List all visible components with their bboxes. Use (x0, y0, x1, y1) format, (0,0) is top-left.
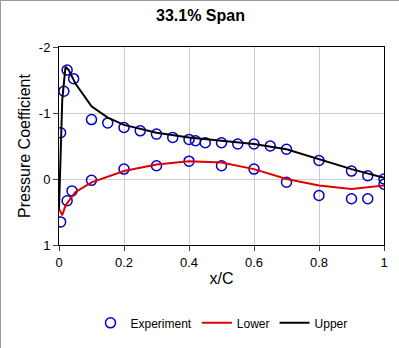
svg-text:0.2: 0.2 (115, 255, 133, 270)
svg-text:x/C: x/C (210, 270, 234, 287)
svg-text:Upper: Upper (315, 317, 348, 331)
svg-text:-1: -1 (39, 106, 51, 121)
svg-text:1: 1 (380, 255, 387, 270)
svg-text:Lower: Lower (237, 317, 270, 331)
svg-text:0.6: 0.6 (245, 255, 263, 270)
svg-text:Pressure Coefficient: Pressure Coefficient (16, 74, 33, 218)
svg-text:-2: -2 (39, 40, 51, 55)
svg-text:33.1% Span: 33.1% Span (156, 7, 245, 24)
svg-text:0.8: 0.8 (310, 255, 328, 270)
svg-text:0: 0 (55, 255, 62, 270)
svg-text:0.4: 0.4 (180, 255, 198, 270)
svg-text:0: 0 (43, 172, 50, 187)
svg-text:Experiment: Experiment (131, 317, 192, 331)
svg-text:1: 1 (43, 238, 50, 253)
